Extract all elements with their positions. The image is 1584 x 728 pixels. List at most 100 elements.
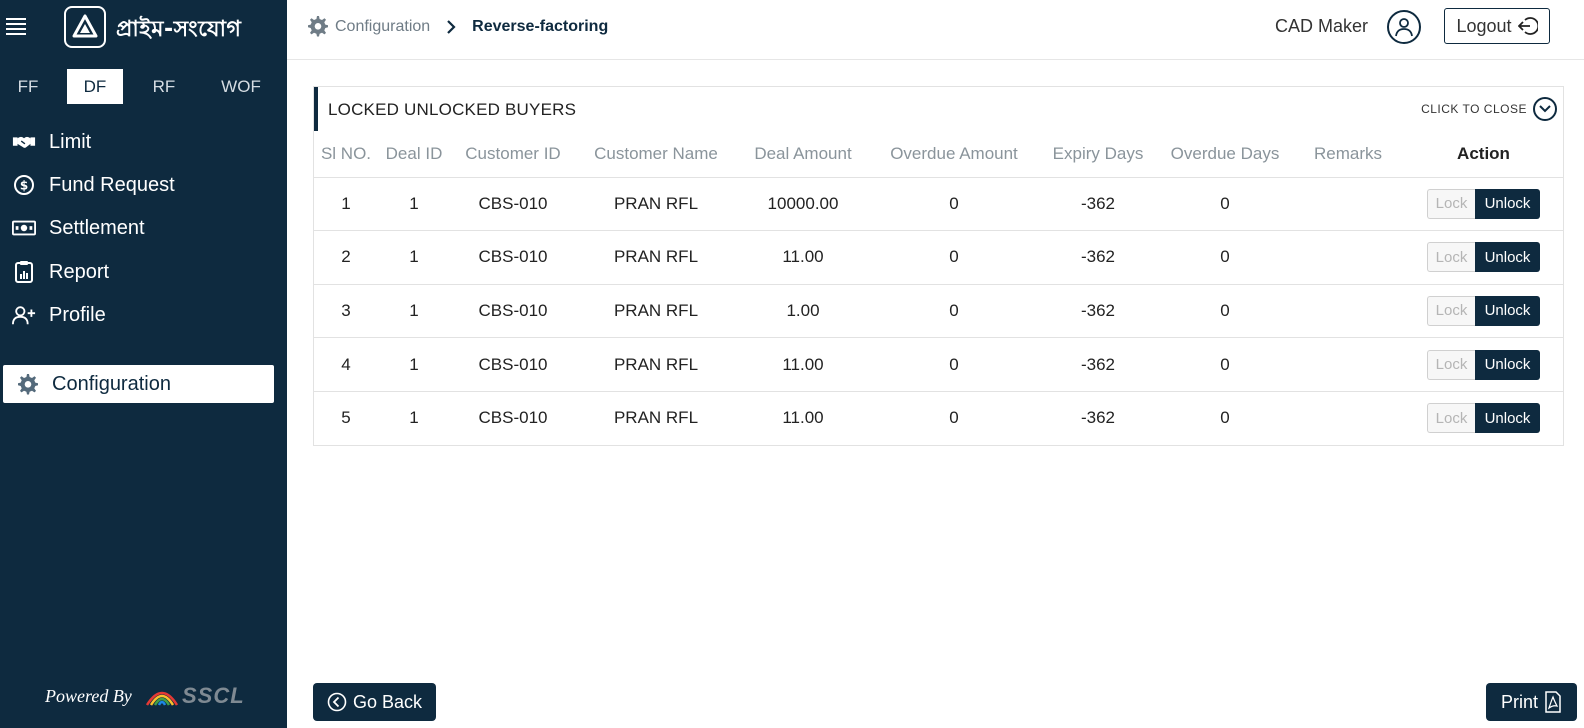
cell-customer-id: CBS-010 (450, 284, 576, 339)
cell-customer-name: PRAN RFL (576, 230, 736, 285)
product-tabs: FF DF RF WOF (0, 69, 287, 105)
cell-deal-id: 1 (378, 337, 450, 392)
table-row: 2 1 CBS-010 PRAN RFL 11.00 0 -362 0 Lock… (314, 230, 1563, 285)
cell-deal-id: 1 (378, 284, 450, 339)
sidebar-item-label: Profile (49, 303, 106, 326)
lock-unlock-toggle: Lock Unlock (1427, 295, 1540, 326)
cell-remarks (1292, 177, 1404, 232)
cell-deal-amount: 1.00 (736, 284, 870, 339)
go-back-button[interactable]: Go Back (313, 683, 436, 721)
lock-button[interactable]: Lock (1427, 349, 1475, 380)
cell-overdue-amount: 0 (949, 408, 959, 428)
sidebar-item-profile[interactable]: Profile (0, 296, 287, 334)
cell-remarks (1292, 337, 1404, 392)
banknote-icon (12, 216, 36, 240)
click-to-close-toggle[interactable]: CLICK TO CLOSE (1421, 97, 1557, 121)
sidebar-item-label: Fund Request (49, 173, 175, 196)
powered-by-text: Powered By (45, 686, 132, 706)
print-label: Print (1500, 691, 1538, 712)
lock-button[interactable]: Lock (1427, 403, 1475, 434)
cell-overdue-amount: 0 (870, 177, 1038, 232)
cell-customer-name: PRAN RFL (576, 177, 736, 232)
sidebar-item-configuration[interactable]: Configuration (3, 365, 274, 403)
cell-overdue-amount: 0 (870, 230, 1038, 285)
col-header-customer-id[interactable]: Customer ID (450, 131, 576, 178)
cell-expiry-days: -362 (1080, 408, 1116, 428)
gear-icon (308, 16, 328, 37)
go-back-label: Go Back (352, 691, 423, 712)
breadcrumb: Configuration Reverse-factoring (306, 14, 608, 40)
sidebar-item-limit[interactable]: Limit (0, 123, 287, 161)
col-header-overdue-days[interactable]: Overdue Days (1158, 131, 1292, 178)
table-row: 1 1 CBS-010 PRAN RFL 10000.00 0 -362 0 L… (314, 177, 1563, 232)
cell-deal-id: 1 (378, 230, 450, 285)
col-header-overdue-amount[interactable]: Overdue Amount (870, 131, 1038, 178)
logout-label: Logout (1456, 15, 1512, 36)
cell-sl: 2 (314, 230, 378, 285)
col-header-customer-name[interactable]: Customer Name (576, 131, 736, 178)
logout-button[interactable]: Logout (1444, 8, 1550, 44)
breadcrumb-root-link[interactable]: Configuration (335, 18, 431, 35)
unlock-button[interactable]: Unlock (1475, 349, 1540, 380)
buyers-table: Sl NO. Deal ID Customer ID Customer Name… (314, 131, 1563, 445)
cell-sl: 4 (314, 337, 378, 392)
lock-unlock-toggle: Lock Unlock (1427, 349, 1540, 380)
lock-button[interactable]: Lock (1427, 242, 1475, 273)
cell-overdue-days: 0 (1158, 177, 1292, 232)
user-plus-icon (12, 303, 36, 327)
cell-expiry-days: -362 (1038, 337, 1158, 392)
unlock-button[interactable]: Unlock (1475, 403, 1540, 434)
cell-overdue-days: 0 (1158, 337, 1292, 392)
cell-customer-name: PRAN RFL (613, 408, 699, 428)
cell-deal-id: 1 (378, 177, 450, 232)
cell-action: Lock Unlock (1404, 177, 1563, 232)
cell-customer-id: CBS-010 (450, 337, 576, 392)
tab-rf[interactable]: RF (152, 77, 176, 96)
sidebar-item-fund-request[interactable]: $ Fund Request (0, 166, 287, 204)
cell-deal-id: 1 (409, 408, 419, 428)
cell-deal-amount: 11.00 (782, 408, 824, 428)
app-name: প্রাইম-সংযোগ (116, 17, 242, 42)
col-header-expiry-days[interactable]: Expiry Days (1038, 131, 1158, 178)
cell-expiry-days: -362 (1038, 230, 1158, 285)
unlock-button[interactable]: Unlock (1475, 242, 1540, 273)
cell-remarks (1292, 284, 1404, 339)
cell-action: Lock Unlock (1404, 337, 1563, 392)
col-header-remarks[interactable]: Remarks (1292, 131, 1404, 178)
sidebar-item-report[interactable]: Report (0, 253, 287, 291)
locked-unlocked-buyers-panel: LOCKED UNLOCKED BUYERS CLICK TO CLOSE Sl… (313, 86, 1564, 446)
lock-button[interactable]: Lock (1427, 188, 1475, 219)
col-header-deal-id[interactable]: Deal ID (378, 131, 450, 178)
unlock-button[interactable]: Unlock (1475, 295, 1540, 326)
cell-customer-id: CBS-010 (450, 177, 576, 232)
handshake-icon (12, 130, 36, 154)
top-header: Configuration Reverse-factoring CAD Make… (287, 0, 1584, 60)
tab-ff[interactable]: FF (17, 77, 39, 96)
table-row: 5 1 CBS-010 PRAN RFL 11.00 0 -362 0 Lock… (314, 391, 1563, 445)
lock-button[interactable]: Lock (1427, 295, 1475, 326)
user-avatar-icon[interactable] (1387, 10, 1421, 44)
sidebar-item-label: Settlement (49, 216, 145, 239)
clipboard-chart-icon (12, 260, 36, 284)
cell-overdue-days: 0 (1158, 230, 1292, 285)
print-button[interactable]: Print (1486, 683, 1577, 721)
tab-df[interactable]: DF (67, 69, 123, 104)
panel-header: LOCKED UNLOCKED BUYERS CLICK TO CLOSE (314, 87, 1563, 131)
col-header-sl-no[interactable]: Sl NO. (314, 131, 378, 178)
cell-sl: 1 (314, 177, 378, 232)
table-header-row: Sl NO. Deal ID Customer ID Customer Name… (314, 131, 1563, 178)
tab-wof[interactable]: WOF (221, 77, 261, 96)
lock-unlock-toggle: Lock Unlock (1427, 242, 1540, 273)
lock-unlock-toggle: Lock Unlock (1427, 188, 1540, 219)
cell-action: Lock Unlock (1404, 284, 1563, 339)
cell-expiry-days: -362 (1038, 284, 1158, 339)
sidebar-item-settlement[interactable]: Settlement (0, 209, 287, 247)
cell-remarks (1292, 230, 1404, 285)
hamburger-menu-icon[interactable] (6, 15, 28, 37)
cell-customer-name: PRAN RFL (576, 284, 736, 339)
vendor-logo: SSCL (145, 683, 245, 709)
unlock-button[interactable]: Unlock (1475, 188, 1540, 219)
cell-deal-amount: 11.00 (736, 230, 870, 285)
col-header-deal-amount[interactable]: Deal Amount (736, 131, 870, 178)
cell-overdue-days: 0 (1220, 408, 1230, 428)
